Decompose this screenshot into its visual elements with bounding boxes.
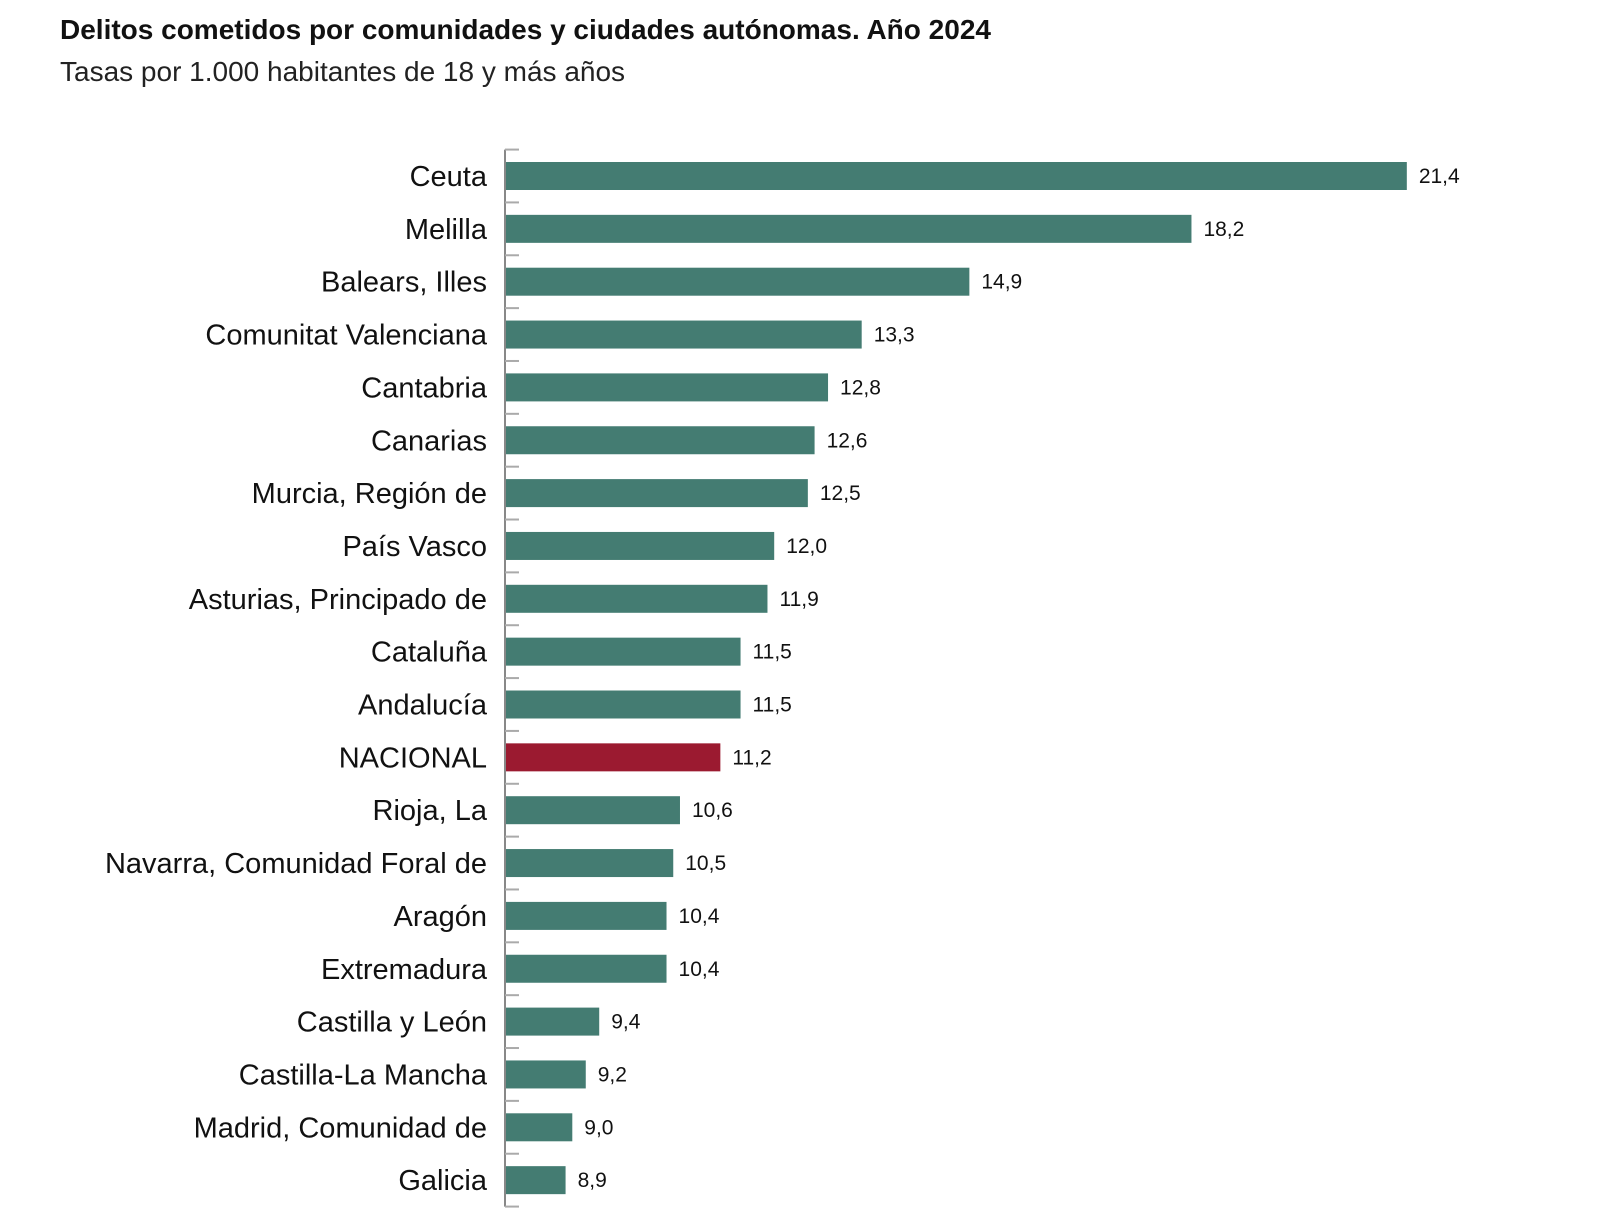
category-label: Castilla-La Mancha xyxy=(239,1059,488,1091)
bar-navarra-comunidad-foral-de xyxy=(506,849,674,878)
bar-catalu-a xyxy=(506,637,741,666)
category-label: Canarias xyxy=(371,425,487,457)
category-label: Cantabria xyxy=(361,372,488,404)
bar-pa-s-vasco xyxy=(506,531,775,560)
value-label: 14,9 xyxy=(981,271,1022,294)
value-label: 10,4 xyxy=(679,958,720,981)
value-label: 11,2 xyxy=(732,746,771,769)
bar-ceuta xyxy=(506,162,1407,190)
category-label: Rioja, La xyxy=(373,795,488,827)
value-label: 10,4 xyxy=(679,905,720,928)
category-label: Ceuta xyxy=(410,161,488,193)
bar-galicia xyxy=(506,1166,566,1195)
category-label: Cataluña xyxy=(371,637,488,669)
bar-comunitat-valenciana xyxy=(506,320,862,349)
value-label: 9,4 xyxy=(611,1011,641,1034)
value-label: 12,0 xyxy=(786,535,827,558)
bar-cantabria xyxy=(506,373,829,402)
category-label: Melilla xyxy=(405,214,488,246)
bar-murcia-regi-n-de xyxy=(506,479,808,508)
value-label: 11,9 xyxy=(779,588,818,611)
value-label: 11,5 xyxy=(753,694,792,717)
category-label: Extremadura xyxy=(321,954,488,986)
value-label: 9,2 xyxy=(598,1063,627,1086)
bar-asturias-principado-de xyxy=(506,584,768,613)
value-label: 18,2 xyxy=(1203,218,1244,241)
value-label: 12,6 xyxy=(827,429,868,452)
bar-canarias xyxy=(506,426,815,455)
category-label: Murcia, Región de xyxy=(252,478,487,510)
bar-madrid-comunidad-de xyxy=(506,1113,573,1142)
bar-extremadura xyxy=(506,954,667,983)
value-label: 21,4 xyxy=(1419,165,1460,188)
bar-melilla xyxy=(506,214,1192,243)
value-label: 10,5 xyxy=(685,852,726,875)
category-label: Asturias, Principado de xyxy=(189,584,487,616)
value-label: 10,6 xyxy=(692,799,733,822)
value-label: 13,3 xyxy=(874,324,915,347)
chart-subtitle: Tasas por 1.000 habitantes de 18 y más a… xyxy=(60,56,626,87)
value-label: 9,0 xyxy=(584,1116,613,1139)
value-label: 8,9 xyxy=(578,1169,607,1192)
category-label: Galicia xyxy=(398,1165,488,1197)
category-label: Balears, Illes xyxy=(321,267,487,299)
bar-rioja-la xyxy=(506,796,680,825)
value-label: 12,5 xyxy=(820,482,861,505)
chart-title: Delitos cometidos por comunidades y ciud… xyxy=(60,14,991,45)
bar-castilla-y-le-n xyxy=(506,1007,600,1036)
category-label: Aragón xyxy=(393,901,487,933)
value-label: 12,8 xyxy=(840,376,881,399)
category-label: Navarra, Comunidad Foral de xyxy=(105,848,487,880)
value-label: 11,5 xyxy=(753,641,792,664)
category-label: NACIONAL xyxy=(339,742,487,774)
category-label: Castilla y León xyxy=(297,1007,487,1039)
category-label: Madrid, Comunidad de xyxy=(194,1112,487,1144)
bar-castilla-la-mancha xyxy=(506,1060,586,1089)
category-label: Andalucía xyxy=(358,690,488,722)
category-label: Comunitat Valenciana xyxy=(205,320,487,352)
bar-balears-illes xyxy=(506,267,970,296)
bar-nacional xyxy=(506,743,721,772)
bar-andaluc-a xyxy=(506,690,741,719)
category-label: País Vasco xyxy=(342,531,487,563)
bar-arag-n xyxy=(506,901,667,930)
